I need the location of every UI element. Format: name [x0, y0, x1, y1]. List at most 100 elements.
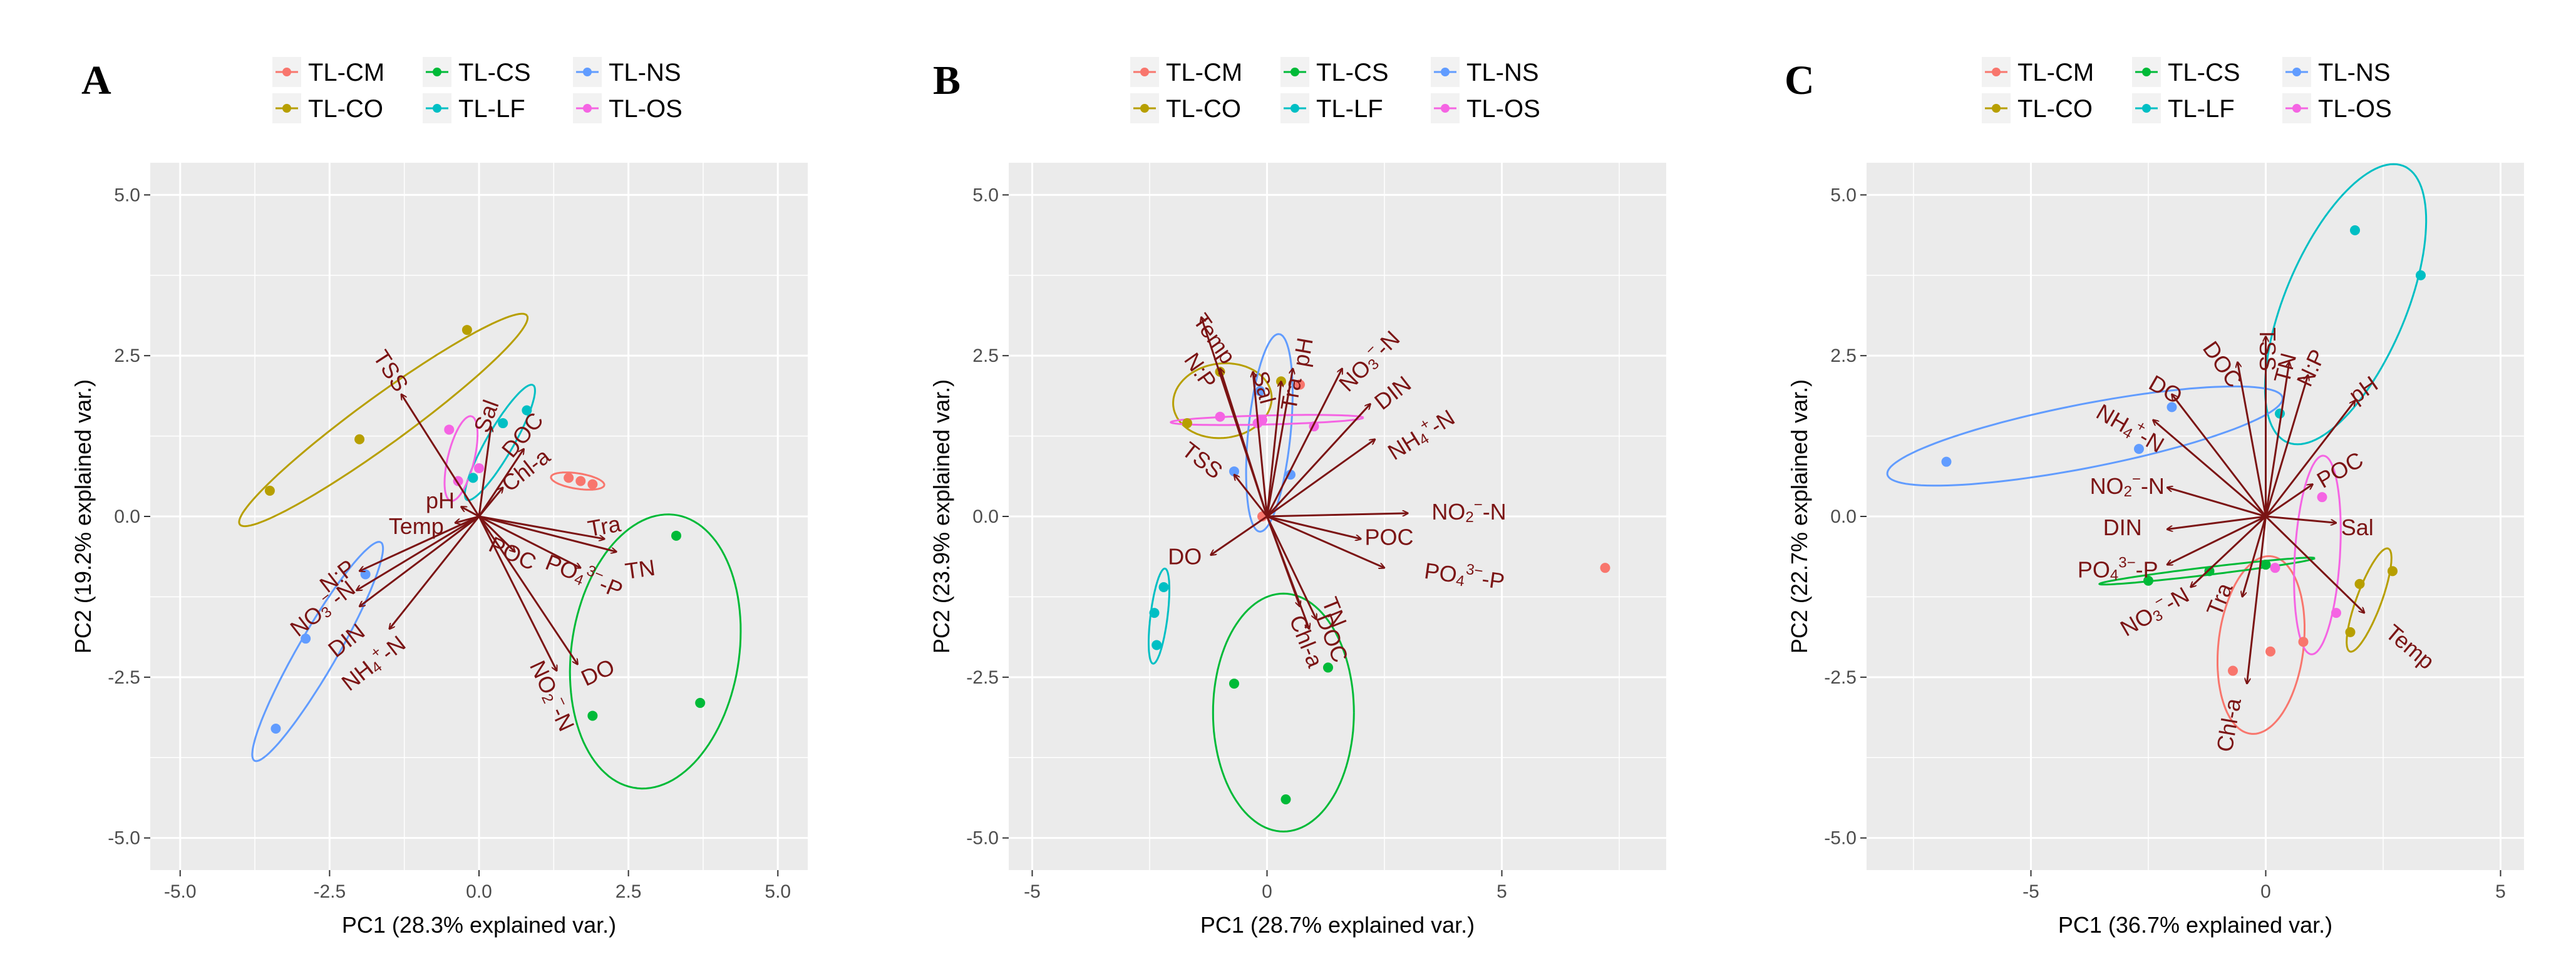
x-axis-title: PC1 (28.3% explained var.): [342, 912, 616, 938]
loading-arrow: [1253, 372, 1268, 517]
point-tl-ns: [2134, 444, 2144, 454]
ellipse-tl-co: [238, 312, 529, 528]
y-axis-title: PC2 (22.7% explained var.): [1786, 379, 1812, 654]
loading-arrow: [2265, 401, 2356, 517]
y-tick-label: 5.0: [114, 185, 140, 205]
legend-item: TL-CS: [1280, 57, 1389, 87]
legend-label: TL-CO: [1166, 95, 1241, 123]
legend-label: TL-CM: [1166, 59, 1242, 86]
legend-dot: [1441, 104, 1450, 113]
loading-arrow: [1211, 515, 1268, 555]
legend-item: TL-CO: [1130, 93, 1241, 123]
legend-label: TL-CO: [2017, 95, 2093, 123]
gridlines: [150, 163, 808, 870]
loading-arrow: [478, 515, 580, 568]
loading-arrow: [2265, 375, 2309, 517]
loading-label: Sal: [2341, 515, 2374, 540]
ellipse-tl-ns: [1245, 333, 1294, 533]
legend-item: TL-NS: [573, 57, 681, 87]
x-tick-label: 0.0: [466, 881, 492, 902]
legend-item: TL-CS: [423, 57, 531, 87]
loading-arrow: [2172, 394, 2267, 517]
legend-dot: [1140, 104, 1149, 113]
point-tl-ns: [1941, 456, 1952, 467]
loading-label: Tra: [585, 511, 623, 542]
loading-arrow: [401, 394, 480, 517]
point-tl-cm: [1600, 563, 1610, 573]
legend-item: TL-OS: [573, 93, 683, 123]
loading-label: pH: [1287, 336, 1317, 368]
legend-dot: [1441, 68, 1450, 76]
loading-arrow: [2247, 516, 2267, 684]
legend-dot: [2142, 104, 2151, 113]
loading-label: NO2−-N: [1431, 496, 1506, 526]
legend-dot: [433, 104, 441, 113]
legend-label: TL-CM: [308, 59, 384, 86]
legend-item: TL-CM: [272, 57, 384, 87]
loading-label: DIN: [2103, 515, 2142, 540]
loading-arrow: [1234, 474, 1268, 517]
loading-label: PO43−-P: [1423, 555, 1507, 595]
loading-label: Tra: [1275, 375, 1307, 413]
loading-arrow: [2191, 515, 2267, 587]
loading-label: pH: [426, 488, 455, 513]
ellipse-tl-cs: [1212, 592, 1355, 833]
gridlines: [1867, 163, 2524, 870]
point-tl-cm: [1295, 379, 1305, 390]
legend-item: TL-LF: [1280, 93, 1383, 123]
legend-dot: [282, 68, 291, 76]
point-tl-cs: [695, 697, 706, 708]
legend-label: TL-CM: [2017, 59, 2094, 86]
x-tick-label: 5: [1497, 881, 1507, 902]
y-tick-label: -5.0: [1824, 828, 1857, 849]
legend-dot: [1291, 104, 1299, 113]
loading-arrow: [1266, 516, 1301, 607]
y-tick-label: 5.0: [1830, 185, 1857, 205]
point-tl-cm: [587, 479, 598, 490]
loading-arrow: [2242, 516, 2267, 597]
loading-label: DO: [1168, 543, 1202, 569]
loading-arrow: [1266, 381, 1282, 517]
loading-arrow: [2167, 515, 2266, 530]
legend-dot: [282, 104, 291, 113]
loading-arrow: [1266, 439, 1376, 518]
point-tl-lf: [2275, 408, 2285, 419]
y-tick-label: -2.5: [1824, 667, 1857, 688]
ellipse-tl-lf: [463, 384, 536, 501]
loading-label: TN: [624, 555, 657, 584]
loading-arrow: [359, 515, 480, 571]
legend-dot: [1291, 68, 1299, 76]
loading-arrow: [356, 515, 480, 590]
loading-arrow: [1266, 404, 1371, 518]
ellipse-tl-os: [2293, 454, 2342, 655]
legend-item: TL-CO: [272, 93, 383, 123]
point-tl-co: [264, 485, 275, 496]
loading-arrow: [2265, 515, 2365, 613]
loading-arrow: [478, 516, 578, 664]
ellipse-tl-os: [443, 415, 479, 502]
x-tick-label: 5.0: [765, 881, 791, 902]
point-tl-co: [2345, 627, 2356, 637]
legend-dot: [1992, 68, 2001, 76]
point-tl-lf: [498, 418, 508, 429]
point-tl-cs: [2143, 575, 2153, 586]
y-tick-label: 2.5: [1830, 346, 1857, 366]
y-tick-label: -5.0: [108, 828, 140, 849]
loading-arrow: [1267, 515, 1361, 539]
x-tick-label: 0: [1262, 881, 1272, 902]
point-tl-co: [461, 325, 472, 336]
ellipse-tl-co: [2346, 547, 2393, 653]
point-tl-cm: [2228, 665, 2238, 676]
point-tl-os: [2270, 563, 2280, 573]
ellipse-tl-ns: [1886, 385, 2284, 487]
loading-arrow: [2238, 362, 2267, 517]
y-tick-label: 2.5: [972, 346, 999, 366]
point-tl-cm: [575, 476, 586, 486]
point-tl-cs: [1323, 662, 1333, 673]
point-tl-lf: [1158, 582, 1169, 592]
point-tl-cs: [1229, 679, 1239, 689]
legend-dot: [583, 104, 592, 113]
legend-item: TL-NS: [2282, 57, 2391, 87]
